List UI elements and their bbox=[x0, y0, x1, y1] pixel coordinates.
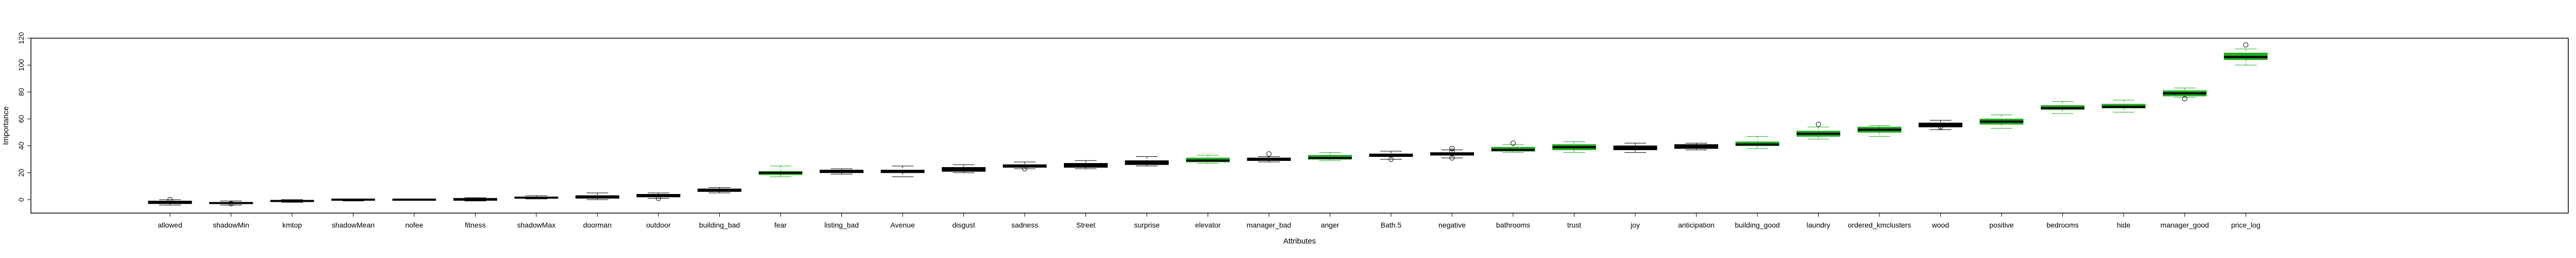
y-tick-label: 0 bbox=[17, 198, 25, 202]
x-tick-label: fear bbox=[774, 221, 787, 229]
y-tick-label: 20 bbox=[17, 169, 25, 177]
box-positive bbox=[1979, 115, 2024, 129]
y-tick-label: 120 bbox=[17, 32, 25, 44]
x-tick-label: nofee bbox=[405, 221, 423, 229]
outlier-point bbox=[1511, 140, 1516, 146]
x-tick-label: ordered_kmclusters bbox=[1848, 221, 1911, 229]
x-tick-label: price_log bbox=[2231, 221, 2261, 229]
x-tick-label: fitness bbox=[465, 221, 485, 229]
x-tick-label: bathrooms bbox=[1496, 221, 1530, 229]
x-tick-label: sadness bbox=[1011, 221, 1038, 229]
plot-frame bbox=[30, 38, 2569, 214]
x-tick-label: building_bad bbox=[699, 221, 740, 229]
x-tick-label: manager_bad bbox=[1247, 221, 1291, 229]
outlier-point bbox=[1938, 124, 1943, 130]
box-doorman bbox=[575, 192, 619, 200]
x-tick-label: wood bbox=[1931, 221, 1949, 229]
box-negative bbox=[1430, 146, 1474, 161]
box-listing_bad bbox=[820, 168, 863, 174]
y-tick-label: 100 bbox=[17, 59, 25, 71]
outlier-point bbox=[1266, 151, 1272, 157]
outlier-point bbox=[656, 196, 661, 201]
outlier-point bbox=[1816, 121, 1821, 127]
box-price_log bbox=[2224, 42, 2268, 66]
x-tick-label: disgust bbox=[952, 221, 975, 229]
x-tick-label: outdoor bbox=[646, 221, 671, 229]
outlier-point bbox=[1388, 156, 1394, 162]
box-Street bbox=[1064, 160, 1108, 169]
x-axis: allowed shadowMin kmtop shadowMean nofee fitn… bbox=[158, 213, 2260, 229]
box-bedrooms bbox=[2041, 101, 2084, 114]
x-axis-title: Attributes bbox=[1283, 237, 1316, 246]
box-anticipation bbox=[1674, 142, 1718, 150]
x-tick-label: laundry bbox=[1807, 221, 1831, 229]
y-tick-label: 60 bbox=[17, 115, 25, 123]
box-fitness bbox=[453, 197, 497, 202]
box-anger bbox=[1308, 152, 1352, 161]
x-tick-label: bedrooms bbox=[2046, 221, 2078, 229]
x-tick-label: building_good bbox=[1735, 221, 1780, 229]
box-building_good bbox=[1735, 136, 1780, 149]
x-tick-label: positive bbox=[1989, 221, 2014, 229]
x-tick-label: negative bbox=[1438, 221, 1466, 229]
x-tick-label: shadowMin bbox=[213, 221, 249, 229]
outlier-point bbox=[1449, 146, 1455, 151]
x-tick-label: Avenue bbox=[890, 221, 914, 229]
box-wood bbox=[1919, 120, 1962, 130]
x-tick-label: joy bbox=[1630, 221, 1640, 229]
x-tick-label: surprise bbox=[1134, 221, 1160, 229]
box-laundry bbox=[1797, 121, 1840, 140]
x-tick-label: doorman bbox=[583, 221, 612, 229]
outlier-point bbox=[1022, 166, 1027, 171]
x-tick-label: anger bbox=[1321, 221, 1340, 229]
box-trust bbox=[1552, 141, 1596, 153]
x-tick-label: Street bbox=[1076, 221, 1095, 229]
x-tick-label: hide bbox=[2117, 221, 2131, 229]
x-tick-label: trust bbox=[1567, 221, 1581, 229]
box-outdoor bbox=[636, 192, 681, 201]
box-joy bbox=[1613, 142, 1657, 153]
box-ordered_kmclusters bbox=[1857, 125, 1902, 137]
x-tick-label: manager_good bbox=[2160, 221, 2209, 229]
box-building_bad bbox=[698, 187, 741, 194]
box-nofee bbox=[392, 198, 436, 201]
box-fear bbox=[758, 166, 803, 178]
outlier-point bbox=[2182, 96, 2188, 102]
box-manager_good bbox=[2163, 87, 2207, 102]
y-tick-label: 80 bbox=[17, 88, 25, 96]
box-disgust bbox=[942, 164, 986, 173]
x-tick-label: Bath.5 bbox=[1381, 221, 1402, 229]
box-shadowMin bbox=[209, 201, 253, 206]
box-Bath.5 bbox=[1369, 151, 1413, 162]
box-sadness bbox=[1003, 162, 1047, 171]
box-allowed bbox=[148, 197, 192, 205]
outlier-point bbox=[1449, 149, 1455, 154]
outlier-point bbox=[228, 201, 234, 206]
box-hide bbox=[2102, 100, 2146, 112]
x-tick-label: shadowMax bbox=[517, 221, 556, 229]
x-tick-label: kmtop bbox=[282, 221, 302, 229]
x-tick-label: elevator bbox=[1195, 221, 1221, 229]
x-tick-label: allowed bbox=[158, 221, 182, 229]
box-group bbox=[148, 42, 2268, 206]
box-shadowMax bbox=[514, 195, 558, 200]
y-axis-title: Importance bbox=[2, 106, 10, 145]
box-bathrooms bbox=[1491, 140, 1535, 153]
x-tick-label: anticipation bbox=[1678, 221, 1715, 229]
box-kmtop bbox=[270, 199, 314, 203]
box-shadowMean bbox=[331, 198, 375, 202]
outlier-point bbox=[167, 197, 173, 202]
box-elevator bbox=[1186, 155, 1230, 164]
box-Avenue bbox=[880, 166, 925, 178]
box-manager_bad bbox=[1247, 151, 1291, 163]
y-axis: 0 20 40 60 80 100 120 bbox=[17, 32, 31, 202]
x-tick-label: shadowMean bbox=[332, 221, 375, 229]
y-tick-label: 40 bbox=[17, 142, 25, 150]
x-tick-label: listing_bad bbox=[824, 221, 859, 229]
outlier-point bbox=[2243, 42, 2248, 48]
box-surprise bbox=[1125, 156, 1169, 167]
outlier-point bbox=[1449, 155, 1455, 161]
